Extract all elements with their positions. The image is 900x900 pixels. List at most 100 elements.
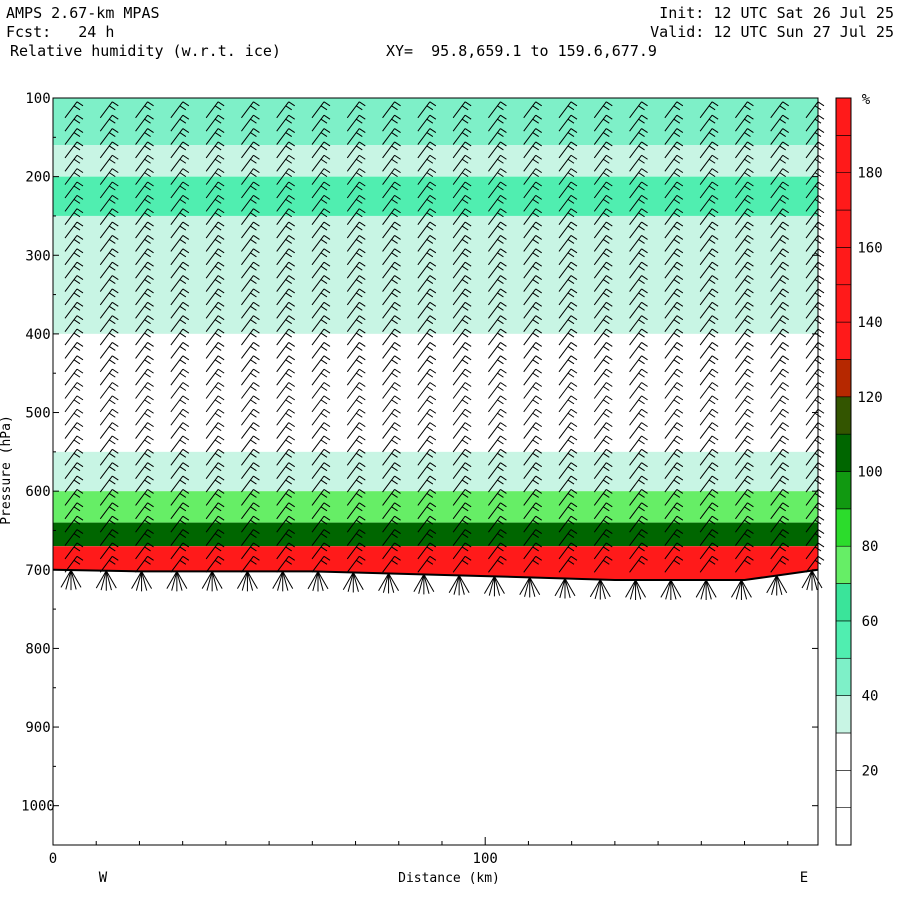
- wind-barb: [629, 555, 648, 573]
- wind-barb: [735, 382, 754, 399]
- wind-barb: [241, 341, 260, 359]
- y-tick-label: 600: [25, 484, 50, 500]
- wind-barb: [629, 261, 648, 279]
- wind-barb: [735, 101, 754, 119]
- wind-barb: [452, 462, 472, 480]
- wind-barb: [346, 368, 366, 386]
- surface-wind-barb: [488, 576, 495, 596]
- wind-barb: [735, 435, 754, 453]
- wind-barb: [417, 168, 437, 185]
- wind-barb: [170, 382, 190, 399]
- wind-barb: [241, 382, 260, 399]
- wind-barb: [276, 101, 295, 119]
- wind-barb: [276, 462, 295, 480]
- wind-barb: [205, 114, 225, 132]
- wind-barb: [664, 101, 684, 119]
- wind-barb: [629, 301, 648, 319]
- wind-barb: [558, 181, 578, 199]
- wind-barb: [417, 248, 437, 266]
- wind-barb: [241, 529, 260, 546]
- wind-barb: [558, 502, 578, 520]
- wind-barb: [558, 288, 578, 306]
- wind-barb: [417, 114, 437, 132]
- wind-barb: [170, 208, 190, 226]
- wind-barb: [629, 435, 648, 453]
- wind-barb: [170, 395, 190, 413]
- wind-barb: [64, 261, 84, 279]
- wind-barb: [417, 328, 437, 346]
- surface-wind-barb: [60, 569, 72, 588]
- wind-barb: [452, 395, 472, 413]
- wind-barb: [735, 515, 754, 533]
- wind-barb: [382, 355, 401, 373]
- wind-barb: [770, 235, 789, 252]
- wind-barb: [64, 395, 84, 413]
- wind-barb: [276, 168, 295, 185]
- wind-barb: [135, 448, 154, 466]
- wind-barb: [593, 181, 613, 199]
- wind-barb: [276, 328, 295, 346]
- wind-barb: [523, 435, 542, 453]
- wind-barb: [346, 448, 366, 466]
- wind-barb: [205, 221, 225, 239]
- wind-barb: [699, 128, 719, 145]
- surface-wind-barb: [524, 577, 531, 597]
- wind-barb: [452, 542, 472, 560]
- wind-barb: [135, 542, 154, 560]
- wind-barb: [735, 248, 754, 266]
- cross-section-coords: XY= 95.8,659.1 to 159.6,677.9: [386, 42, 657, 60]
- wind-barb: [346, 435, 366, 453]
- wind-barb: [135, 181, 154, 199]
- wind-barb: [346, 221, 366, 239]
- wind-barb: [770, 448, 789, 466]
- wind-barb: [346, 328, 366, 346]
- wind-barb: [593, 462, 613, 480]
- wind-barb: [382, 168, 401, 185]
- wind-barb: [488, 128, 507, 145]
- wind-barb: [417, 502, 437, 520]
- wind-barb: [699, 221, 719, 239]
- wind-barb: [664, 168, 684, 185]
- wind-barb: [629, 168, 648, 185]
- wind-barb: [382, 275, 401, 292]
- wind-barb: [735, 235, 754, 252]
- colorbar-segment: [835, 321, 852, 360]
- wind-barb: [593, 515, 613, 533]
- wind-barb: [417, 288, 437, 306]
- wind-barb: [311, 315, 331, 332]
- wind-barb: [770, 194, 789, 212]
- model-title: AMPS 2.67-km MPAS: [6, 4, 160, 22]
- wind-barb: [135, 221, 154, 239]
- wind-barb: [99, 128, 119, 145]
- wind-barb: [452, 315, 472, 332]
- wind-barb: [346, 301, 366, 319]
- colorbar-tick-label: 120: [857, 390, 882, 406]
- wind-barb: [276, 181, 295, 199]
- wind-barb: [64, 235, 84, 252]
- wind-barb: [382, 368, 401, 386]
- wind-barb: [452, 448, 472, 466]
- wind-barb: [99, 355, 119, 373]
- wind-barb: [135, 248, 154, 266]
- wind-barb: [417, 154, 437, 172]
- colorbar-segment: [835, 247, 852, 286]
- y-tick-label: 100: [25, 91, 50, 107]
- wind-barb: [64, 408, 84, 426]
- wind-barb: [241, 194, 260, 212]
- surface-wind-barb: [70, 569, 77, 590]
- wind-barb: [311, 542, 331, 560]
- wind-barb: [170, 301, 190, 319]
- wind-barb: [558, 422, 578, 439]
- wind-barb: [593, 382, 613, 399]
- wind-barb: [770, 502, 789, 520]
- wind-barb: [523, 542, 542, 560]
- wind-barb: [558, 368, 578, 386]
- wind-barb: [170, 435, 190, 453]
- wind-barb: [170, 248, 190, 266]
- surface-wind-barb: [599, 579, 606, 600]
- wind-barb: [735, 141, 754, 159]
- wind-barb: [382, 448, 401, 466]
- wind-barb: [276, 194, 295, 212]
- wind-barb: [241, 101, 260, 119]
- wind-barb: [170, 315, 190, 332]
